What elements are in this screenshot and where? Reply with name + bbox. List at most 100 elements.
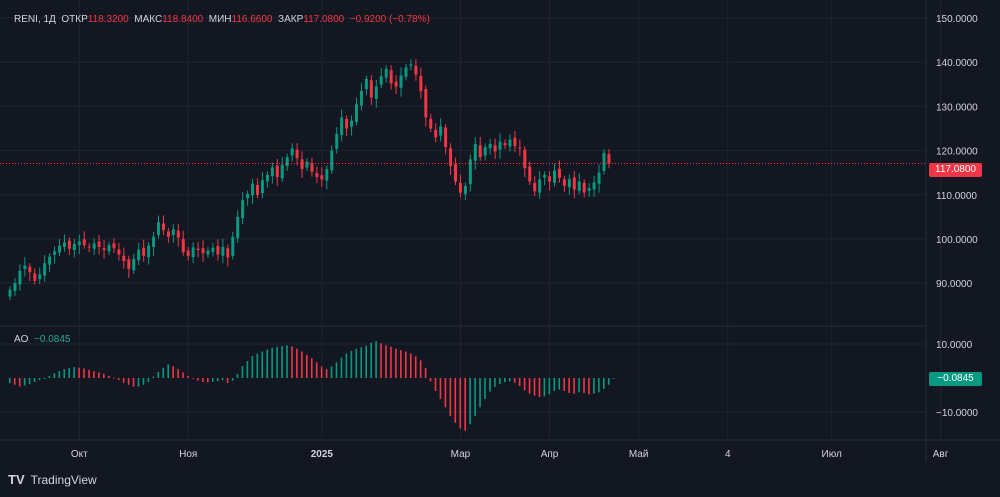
candle[interactable] [196, 242, 200, 258]
candle[interactable] [508, 134, 512, 152]
candle[interactable] [270, 162, 274, 184]
candle[interactable] [310, 157, 314, 177]
candle[interactable] [112, 238, 116, 254]
candle[interactable] [473, 137, 477, 170]
candle[interactable] [305, 158, 309, 171]
ao-label[interactable]: AO [14, 334, 29, 345]
candle[interactable] [404, 63, 408, 81]
candle[interactable] [394, 75, 398, 95]
candle[interactable] [107, 241, 111, 255]
candle[interactable] [389, 65, 393, 90]
candle[interactable] [518, 139, 522, 156]
symbol-label[interactable]: RENI, 1Д [14, 14, 56, 25]
candle[interactable] [290, 143, 294, 162]
candle[interactable] [152, 231, 156, 256]
candle[interactable] [92, 238, 96, 255]
candle[interactable] [538, 171, 542, 199]
candle[interactable] [280, 156, 284, 182]
candle[interactable] [226, 244, 230, 267]
candle[interactable] [231, 231, 235, 260]
candle[interactable] [256, 178, 259, 199]
candle[interactable] [48, 253, 52, 273]
candle[interactable] [147, 242, 151, 265]
candle[interactable] [58, 238, 61, 257]
candle[interactable] [166, 227, 170, 243]
candle[interactable] [241, 191, 245, 225]
candle[interactable] [478, 137, 482, 161]
candle[interactable] [87, 242, 91, 253]
candle[interactable] [543, 171, 547, 186]
candle[interactable] [607, 149, 611, 169]
candle[interactable] [572, 170, 576, 199]
candle[interactable] [82, 231, 86, 249]
candle[interactable] [157, 215, 160, 239]
candle[interactable] [13, 278, 17, 296]
candle[interactable] [513, 131, 517, 153]
candle[interactable] [132, 253, 136, 274]
candle[interactable] [191, 242, 195, 264]
candle[interactable] [335, 127, 339, 154]
candle[interactable] [379, 68, 383, 89]
candle[interactable] [186, 246, 190, 261]
candle[interactable] [597, 164, 601, 193]
candle[interactable] [295, 143, 299, 166]
candle[interactable] [528, 161, 532, 186]
candle[interactable] [67, 237, 71, 255]
candle[interactable] [454, 157, 457, 186]
candle[interactable] [345, 115, 349, 136]
candle[interactable] [77, 234, 81, 254]
candle[interactable] [38, 267, 42, 285]
candle[interactable] [221, 238, 225, 264]
candle[interactable] [419, 67, 423, 99]
candle[interactable] [300, 151, 304, 178]
candle[interactable] [364, 75, 368, 96]
candle[interactable] [602, 149, 606, 175]
candle[interactable] [127, 255, 131, 278]
candle[interactable] [587, 183, 591, 197]
candle[interactable] [320, 167, 324, 187]
candle[interactable] [493, 138, 497, 159]
candle[interactable] [374, 79, 378, 108]
candle[interactable] [553, 163, 556, 187]
candle[interactable] [503, 139, 507, 149]
candle[interactable] [122, 247, 126, 269]
candle[interactable] [285, 153, 289, 171]
candle[interactable] [72, 238, 76, 258]
candle[interactable] [315, 166, 319, 184]
candle[interactable] [216, 239, 220, 261]
candle[interactable] [137, 242, 141, 266]
candle[interactable] [414, 59, 418, 81]
candle[interactable] [275, 158, 279, 186]
candle[interactable] [424, 85, 428, 127]
candle[interactable] [577, 173, 581, 195]
candle[interactable] [582, 179, 586, 198]
candle[interactable] [439, 118, 443, 142]
candle[interactable] [444, 124, 448, 155]
candle[interactable] [384, 65, 388, 83]
candle[interactable] [449, 143, 453, 175]
candle[interactable] [409, 59, 413, 71]
candle[interactable] [211, 242, 215, 257]
candle[interactable] [548, 171, 552, 191]
candle[interactable] [325, 165, 329, 190]
candle[interactable] [206, 246, 210, 258]
candle[interactable] [533, 176, 537, 197]
candle[interactable] [18, 264, 22, 291]
candle[interactable] [498, 133, 502, 159]
candle[interactable] [117, 242, 121, 261]
candle[interactable] [171, 224, 175, 243]
candle[interactable] [176, 223, 180, 247]
candle[interactable] [265, 171, 269, 188]
candle[interactable] [523, 146, 527, 178]
candle[interactable] [355, 97, 358, 126]
candle[interactable] [236, 210, 240, 243]
candle[interactable] [62, 234, 66, 252]
candle[interactable] [142, 239, 146, 262]
tradingview-brand[interactable]: TV TradingView [8, 472, 97, 487]
candle[interactable] [359, 82, 363, 111]
candle[interactable] [181, 230, 185, 256]
candle[interactable] [201, 240, 205, 262]
candle[interactable] [97, 234, 101, 255]
candle[interactable] [399, 67, 403, 97]
candle[interactable] [340, 109, 344, 142]
